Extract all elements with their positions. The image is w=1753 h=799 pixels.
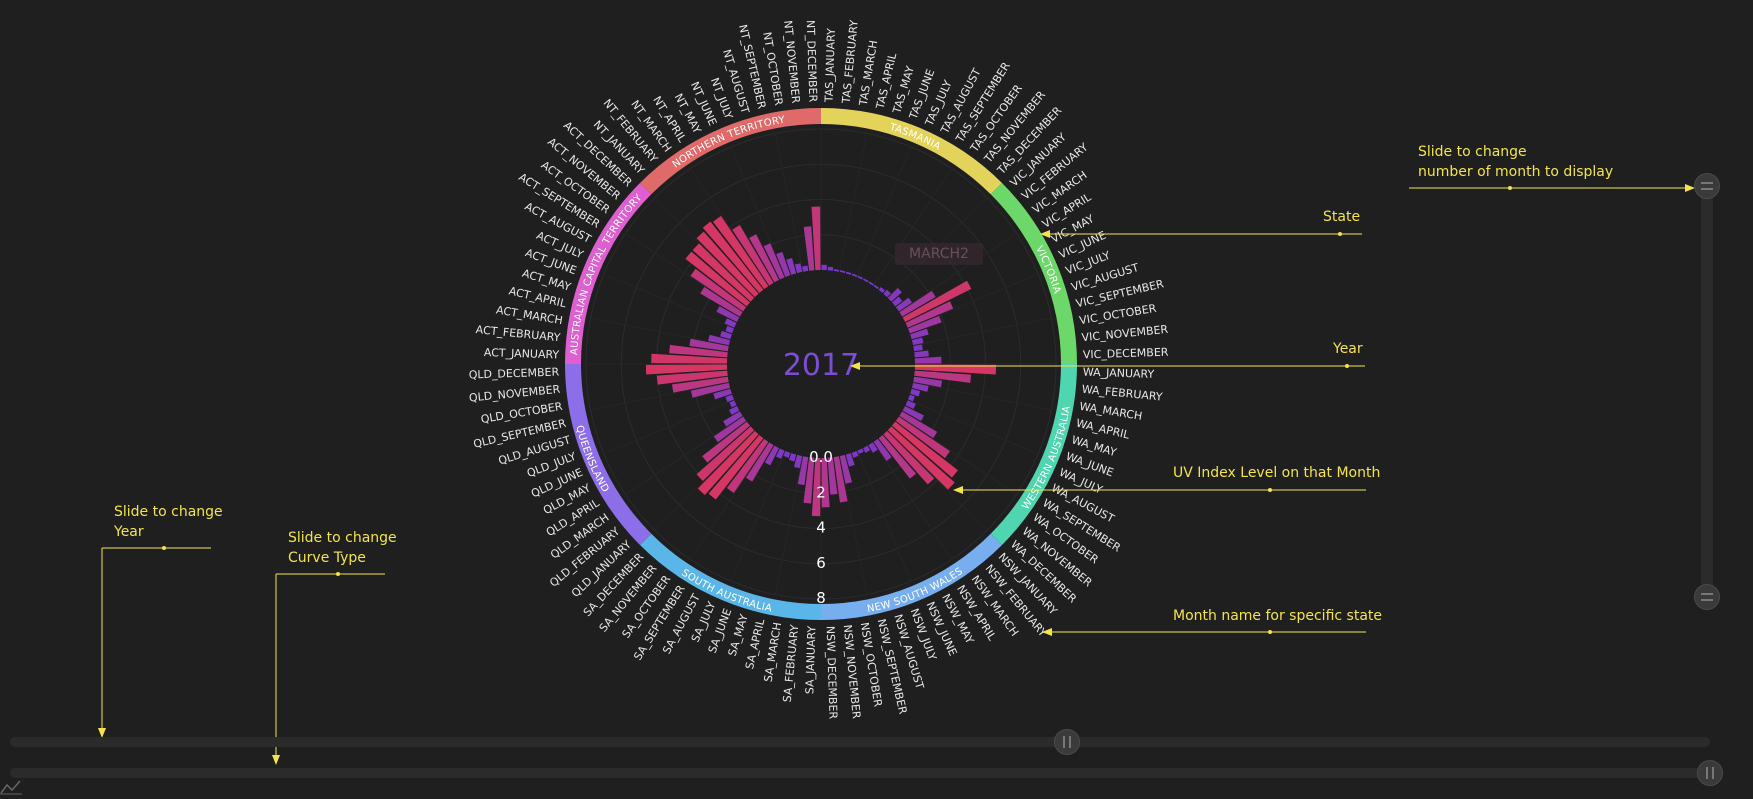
center-year-label: 2017 bbox=[783, 348, 859, 383]
grid-spoke bbox=[775, 134, 803, 272]
month-label-tas-january: TAS_JANUARY bbox=[823, 28, 838, 104]
bar-vic-december bbox=[915, 357, 942, 364]
grid-spoke bbox=[591, 382, 729, 410]
radial-tick-label: 8 bbox=[816, 589, 826, 607]
bar-sa-may bbox=[789, 453, 796, 461]
grid-spoke bbox=[839, 456, 867, 594]
bar-tas-february bbox=[828, 267, 834, 271]
bar-nsw-may bbox=[863, 446, 870, 453]
bar-tas-may bbox=[846, 272, 852, 275]
curve-type-slider-track[interactable] bbox=[10, 768, 1710, 778]
grid-spoke bbox=[857, 451, 911, 581]
year-slider-handle[interactable] bbox=[1054, 729, 1080, 755]
bar-tas-august bbox=[863, 278, 868, 282]
annotation-slide-year-line2: Year bbox=[114, 522, 223, 542]
annotation-slide-curve-line1: Slide to change bbox=[288, 528, 397, 548]
month-label-sa-january: SA_JANUARY bbox=[803, 625, 818, 694]
month-label-vic-november: VIC_NOVEMBER bbox=[1081, 323, 1169, 344]
bar-nt-october bbox=[802, 266, 808, 272]
month-count-slider-track[interactable] bbox=[1701, 174, 1713, 598]
month-label-act-january: ACT_JANUARY bbox=[484, 346, 560, 361]
bar-tas-october bbox=[874, 285, 879, 289]
grid-spoke bbox=[604, 400, 734, 454]
bar-vic-november bbox=[914, 350, 929, 357]
annotation-slide-year-line1: Slide to change bbox=[114, 502, 223, 522]
annotation-month-name: Month name for specific state bbox=[1173, 606, 1382, 626]
curve-type-slider-handle[interactable] bbox=[1697, 760, 1723, 786]
radial-tick-label: 2 bbox=[816, 483, 826, 501]
bar-tas-july bbox=[857, 276, 862, 280]
radial-tick-label: 6 bbox=[816, 554, 826, 572]
annotation-year: Year bbox=[1333, 339, 1363, 359]
state-label-text: QUEENSLAND bbox=[573, 424, 611, 494]
bar-tas-april bbox=[840, 270, 845, 273]
bar-tas-march bbox=[834, 269, 839, 272]
annotation-slide-month: Slide to change number of month to displ… bbox=[1418, 142, 1613, 182]
state-label-qld: QUEENSLAND bbox=[573, 424, 611, 494]
radial-tick-label: 4 bbox=[816, 519, 826, 537]
month-label-nt-november: NT_NOVEMBER bbox=[781, 20, 802, 104]
annotation-slide-month-line2: number of month to display bbox=[1418, 162, 1613, 182]
annotation-slide-curve: Slide to change Curve Type bbox=[288, 528, 397, 568]
bar-tas-june bbox=[852, 273, 858, 276]
bar-nt-november bbox=[804, 226, 815, 270]
month-label-nsw-december: NSW_DECEMBER bbox=[824, 626, 840, 720]
grid-spoke bbox=[591, 318, 729, 346]
month-count-slider-top-handle[interactable] bbox=[1694, 173, 1720, 199]
month-label-nt-december: NT_DECEMBER bbox=[804, 20, 820, 103]
bar-tas-november bbox=[879, 287, 885, 293]
grid-spoke bbox=[775, 456, 803, 594]
month-label-nsw-november: NSW_NOVEMBER bbox=[841, 624, 863, 720]
bar-tas-september bbox=[868, 281, 873, 285]
month-label-wa-january: WA_JANUARY bbox=[1083, 366, 1155, 381]
annotation-state: State bbox=[1323, 207, 1360, 227]
month-label-vic-december: VIC_DECEMBER bbox=[1083, 346, 1169, 362]
month-label-sa-february: SA_FEBRUARY bbox=[781, 624, 802, 703]
chart-mode-icon[interactable] bbox=[0, 777, 22, 795]
month-label-tas-february: TAS_FEBRUARY bbox=[840, 19, 861, 105]
month-label-qld-december: QLD_DECEMBER bbox=[469, 366, 560, 382]
grid-spoke bbox=[913, 382, 1051, 410]
annotation-slide-year: Slide to change Year bbox=[114, 502, 223, 542]
month-count-slider-bottom-handle[interactable] bbox=[1694, 584, 1720, 610]
annotation-slide-month-line1: Slide to change bbox=[1418, 142, 1613, 162]
grid-spoke bbox=[839, 134, 867, 272]
radial-tick-label: 0.0 bbox=[809, 448, 833, 466]
hover-tooltip-text: MARCH2 bbox=[909, 246, 969, 262]
month-label-wa-february: WA_FEBRUARY bbox=[1081, 383, 1163, 404]
annotation-slide-curve-line2: Curve Type bbox=[288, 548, 397, 568]
month-label-act-february: ACT_FEBRUARY bbox=[475, 323, 561, 344]
bar-tas-january bbox=[821, 265, 826, 270]
year-slider-track[interactable] bbox=[10, 737, 1710, 747]
annotation-uv-index: UV Index Level on that Month bbox=[1173, 463, 1380, 483]
